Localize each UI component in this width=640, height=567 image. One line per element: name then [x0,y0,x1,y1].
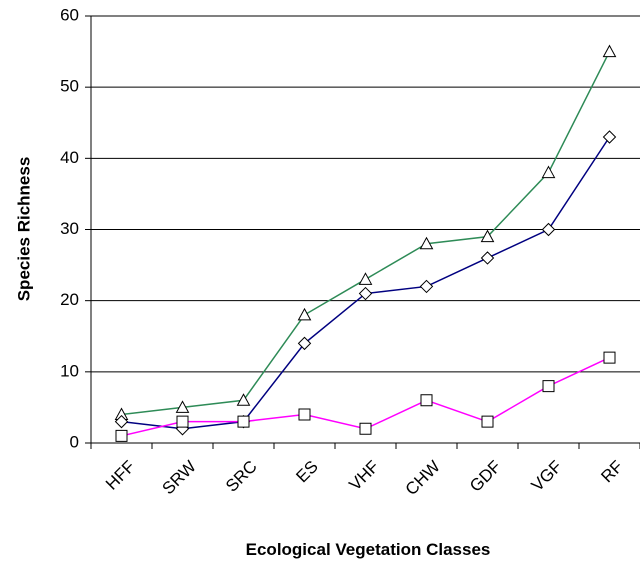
marker [602,44,617,58]
marker [419,236,434,250]
marker [359,422,372,435]
marker [603,351,616,364]
y-tick-label: 0 [70,432,79,451]
marker [237,415,250,428]
marker [602,130,617,144]
marker [542,380,555,393]
marker [358,286,373,301]
x-axis-label: Ecological Vegetation Classes [246,540,491,559]
x-tick-label: GDF [466,457,505,496]
marker [115,429,128,442]
y-tick-label: 40 [60,148,79,167]
marker [481,415,494,428]
marker [298,408,311,421]
y-axis-label: Species Richness [14,157,33,302]
y-tick-label: 20 [60,290,79,309]
marker [114,414,129,429]
marker [176,415,189,428]
marker [480,251,495,265]
marker [480,229,495,243]
marker [358,272,373,285]
series-line [121,51,611,416]
x-tick-label: VGF [528,457,566,495]
marker [420,394,433,407]
marker [541,165,556,179]
marker [236,393,251,406]
x-tick-label: CHW [402,457,444,499]
marker [175,400,190,413]
x-tick-label: ES [292,457,321,486]
x-tick-label: HFF [102,457,139,494]
y-tick-label: 60 [60,5,79,24]
marker [541,222,556,237]
marker [297,307,312,321]
marker [419,279,434,294]
y-tick-label: 50 [60,77,79,96]
y-tick-label: 10 [60,361,79,380]
x-tick-label: VHF [345,457,382,494]
x-tick-label: RF [597,457,626,486]
marker [297,336,312,351]
x-tick-label: SRW [159,457,200,498]
x-tick-label: SRC [222,457,261,496]
y-tick-label: 30 [60,219,79,238]
